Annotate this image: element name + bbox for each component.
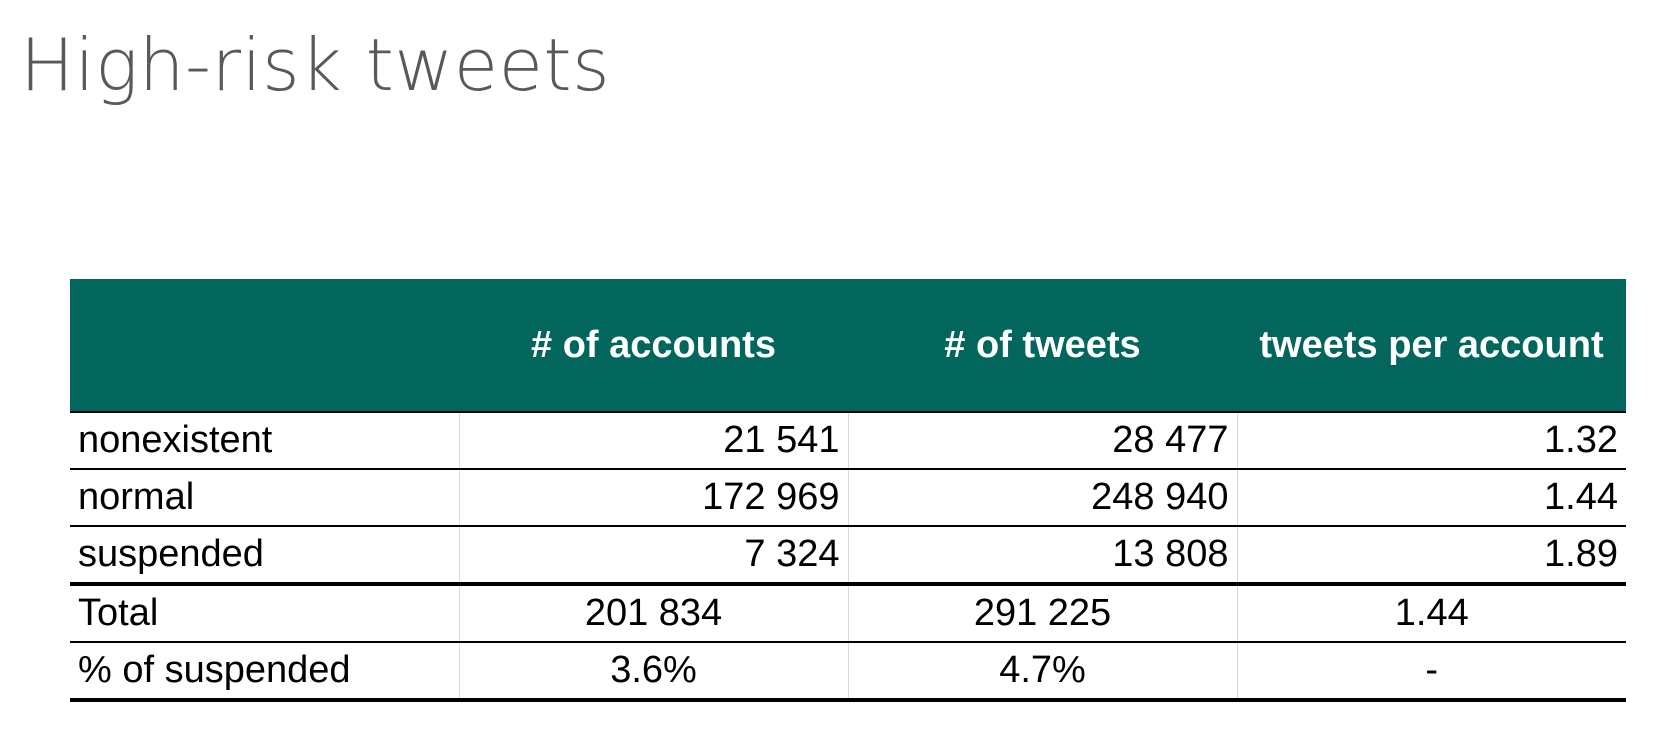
per-account-cell: -: [1236, 642, 1626, 702]
accounts-cell: 3.6%: [458, 642, 849, 702]
tweets-cell: 4.7%: [847, 642, 1238, 702]
tweets-cell: 13 808: [847, 526, 1238, 585]
accounts-cell: 172 969: [458, 469, 849, 527]
per-account-cell: 1.32: [1236, 411, 1626, 470]
accounts-cell: 21 541: [458, 411, 849, 470]
per-account-cell: 1.44: [1236, 582, 1626, 643]
table-row: normal 172 969 248 940 1.44: [70, 469, 1626, 527]
per-account-cell: 1.44: [1236, 469, 1626, 527]
row-label: normal: [70, 469, 460, 527]
tweets-cell: 28 477: [847, 411, 1238, 470]
total-row: Total 201 834 291 225 1.44: [70, 582, 1626, 643]
row-label: Total: [70, 582, 460, 643]
per-account-cell: 1.89: [1236, 526, 1626, 585]
tweets-cell: 291 225: [847, 582, 1238, 643]
tweets-cell: 248 940: [847, 469, 1238, 527]
column-header: [70, 279, 459, 412]
row-label: suspended: [70, 526, 460, 585]
column-header: # of tweets: [848, 279, 1237, 412]
table-row: suspended 7 324 13 808 1.89: [70, 526, 1626, 585]
page-title: High-risk tweets: [20, 23, 611, 107]
row-label: % of suspended: [70, 642, 460, 702]
accounts-cell: 201 834: [458, 582, 849, 643]
column-header: tweets per account: [1237, 279, 1626, 412]
column-header: # of accounts: [459, 279, 848, 412]
table-header-row: # of accounts # of tweets tweets per acc…: [70, 279, 1626, 412]
table-row: nonexistent 21 541 28 477 1.32: [70, 411, 1626, 470]
data-table: # of accounts # of tweets tweets per acc…: [70, 279, 1626, 702]
row-label: nonexistent: [70, 411, 460, 470]
percent-suspended-row: % of suspended 3.6% 4.7% -: [70, 642, 1626, 702]
accounts-cell: 7 324: [458, 526, 849, 585]
